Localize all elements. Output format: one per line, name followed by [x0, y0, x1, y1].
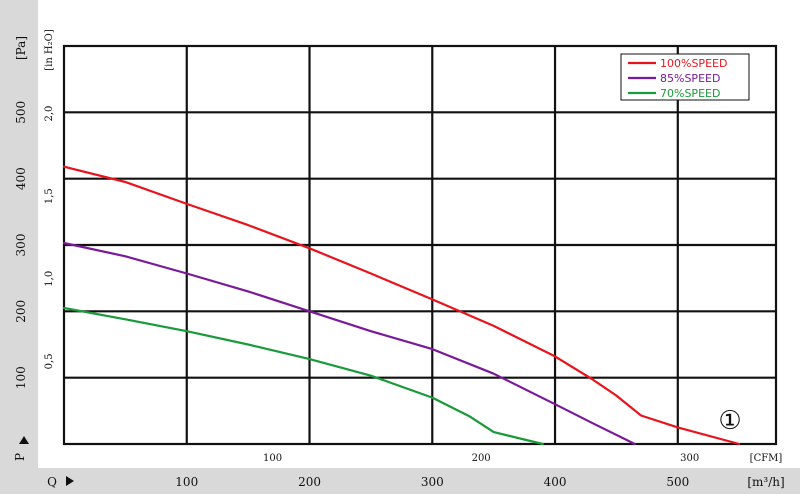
- y2-tick-label: 0,5: [44, 353, 55, 369]
- y-tick-label: 300: [14, 234, 28, 257]
- y-tick-label: 200: [14, 300, 28, 323]
- y-axis-letter: P: [13, 453, 27, 461]
- y-axis-inh2o-ticks: 0,5 1,0 1,5 2,0: [44, 106, 55, 370]
- y2-tick-label: 2,0: [44, 106, 55, 122]
- y-axis-arrow-icon: [19, 436, 29, 444]
- x2-tick-label: 300: [680, 453, 699, 464]
- series-line-1: [62, 241, 636, 446]
- y-axis-unit-inh2o: [in H₂O]: [44, 29, 55, 71]
- y2-tick-label: 1,5: [44, 188, 55, 204]
- x2-tick-label: 200: [472, 453, 491, 464]
- x-axis-cfm-ticks: 100 200 300: [263, 453, 699, 464]
- y-axis-unit-pa: [Pa]: [14, 36, 28, 60]
- y-tick-label: 500: [14, 101, 28, 124]
- y2-tick-label: 1,0: [44, 271, 55, 287]
- left-axis-band: [0, 0, 38, 476]
- series-curves: [62, 165, 741, 446]
- x-axis-arrow-icon: [66, 476, 74, 486]
- x-tick-label: 100: [175, 475, 198, 489]
- y-axis-pa-ticks: 100 200 300 400 500: [14, 101, 28, 389]
- legend-label-100: 100%SPEED: [660, 57, 727, 70]
- legend-label-85: 85%SPEED: [660, 72, 720, 85]
- curve-number-annotation: ①: [718, 406, 741, 436]
- x-tick-label: 300: [421, 475, 444, 489]
- x-axis-m3h-ticks: 100 200 300 400 500: [175, 475, 689, 489]
- plot-frame: [62, 44, 778, 446]
- grid: [64, 46, 776, 444]
- series-line-2: [62, 306, 544, 446]
- x2-tick-label: 100: [263, 453, 282, 464]
- bottom-axis-band: [0, 468, 800, 494]
- x-tick-label: 200: [298, 475, 321, 489]
- x-axis-unit-cfm: [CFM]: [750, 453, 783, 464]
- y-tick-label: 100: [14, 366, 28, 389]
- legend: 100%SPEED 85%SPEED 70%SPEED: [620, 53, 750, 101]
- x-tick-label: 500: [666, 475, 689, 489]
- x-axis-letter: Q: [47, 475, 57, 489]
- legend-label-70: 70%SPEED: [660, 87, 720, 100]
- series-line-0: [62, 165, 741, 446]
- x-axis-unit-m3h: [m³/h]: [747, 475, 784, 489]
- x-tick-label: 400: [544, 475, 567, 489]
- y-tick-label: 400: [14, 167, 28, 190]
